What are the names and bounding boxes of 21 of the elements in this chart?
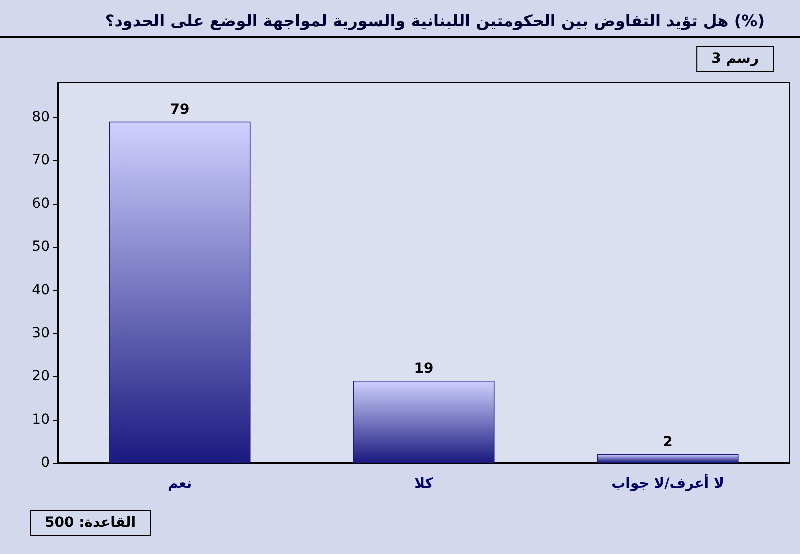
y-tick-label: 70	[32, 152, 50, 169]
x-tick-label: نعم	[168, 476, 192, 492]
bar	[109, 122, 251, 463]
y-tick-label: 40	[32, 282, 50, 298]
text: القاعدة: 500	[45, 515, 136, 531]
data-label: 79	[170, 102, 190, 118]
y-tick-label: 10	[32, 412, 50, 428]
bar	[353, 380, 495, 463]
data-label: 19	[414, 360, 434, 377]
x-tick-label: لا أعرف/لا جواب	[612, 474, 724, 492]
bar	[597, 454, 739, 463]
y-tick-label: 50	[32, 239, 50, 256]
data-label: 2	[663, 434, 673, 450]
chart-title: هل تؤيد التفاوض بين الحكومتين اللبنانية والسورية لمواجهة الوضع على الحدود؟ (%)	[105, 12, 766, 30]
y-tick-label: 60	[32, 196, 50, 212]
text: رسم 3	[712, 51, 760, 67]
y-tick-label: 30	[32, 325, 50, 342]
x-tick-label: كلا	[414, 476, 434, 492]
y-tick-label: 20	[32, 368, 50, 385]
y-tick-label: 80	[32, 110, 50, 126]
y-tick-label: 0	[41, 455, 50, 471]
